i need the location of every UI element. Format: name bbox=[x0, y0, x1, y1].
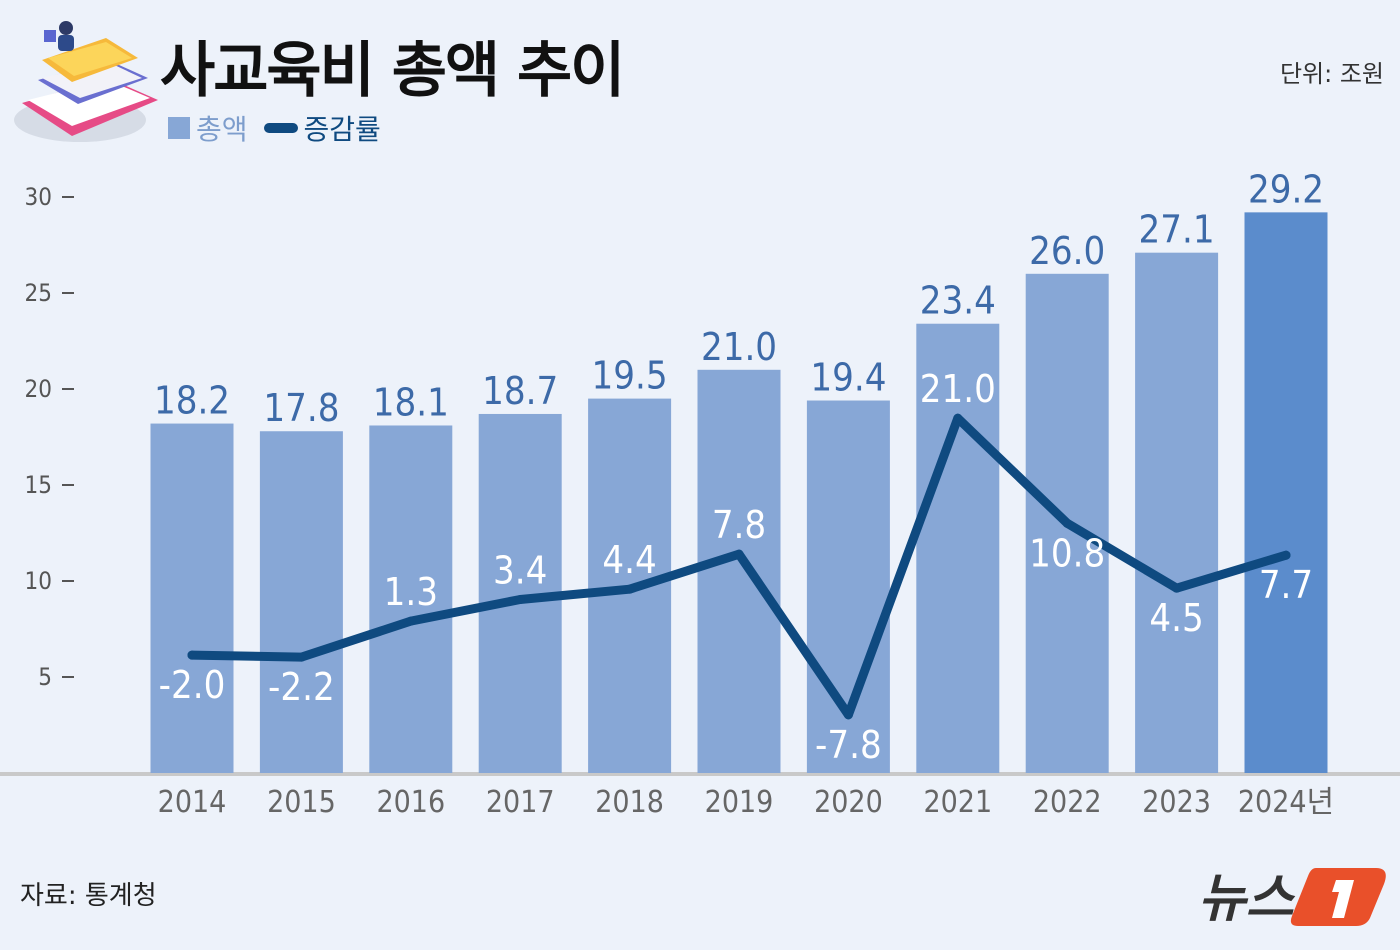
growth-point bbox=[953, 413, 963, 423]
growth-value-label: 4.4 bbox=[602, 538, 656, 582]
bar-value-label: 21.0 bbox=[701, 325, 777, 369]
bar-value-label: 18.1 bbox=[373, 380, 449, 424]
illustration-books bbox=[8, 8, 158, 157]
x-tick-label: 2018 bbox=[595, 785, 664, 820]
growth-point bbox=[1062, 518, 1072, 528]
y-tick-label: 20 bbox=[25, 375, 52, 403]
legend: 총액 증감률 bbox=[168, 108, 381, 148]
y-tick-label: 5 bbox=[38, 663, 52, 691]
x-tick-label: 2017 bbox=[486, 785, 555, 820]
x-tick-label: 2016 bbox=[376, 785, 445, 820]
growth-value-label: -2.2 bbox=[268, 665, 335, 709]
growth-value-label: 21.0 bbox=[920, 367, 996, 411]
bar-value-label: 29.2 bbox=[1248, 167, 1324, 211]
legend-swatch-bar bbox=[168, 117, 190, 139]
bar-value-label: 27.1 bbox=[1139, 208, 1215, 252]
growth-value-label: -2.0 bbox=[159, 663, 226, 707]
growth-value-label: 7.7 bbox=[1259, 563, 1313, 607]
growth-value-label: 10.8 bbox=[1029, 531, 1105, 575]
x-tick-label: 2020 bbox=[814, 785, 883, 820]
bar-value-label: 17.8 bbox=[263, 386, 339, 430]
source-note: 자료: 통계청 bbox=[20, 881, 157, 911]
growth-value-label: 3.4 bbox=[493, 548, 547, 592]
growth-point bbox=[625, 584, 635, 594]
bar-2021 bbox=[916, 323, 1000, 773]
bar-value-label: 18.2 bbox=[154, 379, 230, 423]
growth-value-label: 1.3 bbox=[384, 570, 438, 614]
bar-value-label: 18.7 bbox=[482, 369, 558, 413]
growth-point bbox=[187, 650, 197, 660]
growth-point bbox=[1172, 583, 1182, 593]
growth-point bbox=[296, 652, 306, 662]
growth-point bbox=[406, 616, 416, 626]
x-tick-label: 2019 bbox=[705, 785, 774, 820]
unit-label: 단위: 조원 bbox=[1279, 60, 1384, 88]
y-tick-label: 25 bbox=[25, 279, 52, 307]
bar-2014 bbox=[150, 423, 234, 773]
x-tick-label: 2022 bbox=[1033, 785, 1102, 820]
growth-value-label: 7.8 bbox=[712, 503, 766, 547]
y-tick-label: 30 bbox=[25, 183, 52, 211]
bar-value-label: 26.0 bbox=[1029, 229, 1105, 273]
chart-title: 사교육비 총액 추이 bbox=[160, 36, 625, 106]
y-tick-label: 10 bbox=[25, 567, 52, 595]
bar-2019 bbox=[697, 369, 781, 773]
bar-2023 bbox=[1135, 252, 1219, 773]
bar-2016 bbox=[369, 425, 453, 773]
x-axis-baseline bbox=[0, 772, 1400, 776]
growth-value-label: 4.5 bbox=[1149, 596, 1203, 640]
legend-label-growth: 증감률 bbox=[303, 113, 381, 146]
x-tick-label: 2014 bbox=[158, 785, 227, 820]
bar-2015 bbox=[259, 431, 343, 773]
bar-2024년 bbox=[1244, 212, 1328, 774]
svg-text:뉴스: 뉴스 bbox=[1198, 869, 1296, 929]
legend-label-total: 총액 bbox=[196, 113, 248, 146]
growth-point bbox=[843, 710, 853, 720]
news1-logo: 뉴스 bbox=[1198, 858, 1388, 934]
growth-point bbox=[1281, 550, 1291, 560]
growth-point bbox=[515, 594, 525, 604]
x-tick-label: 2015 bbox=[267, 785, 336, 820]
bar-value-label: 19.4 bbox=[810, 356, 886, 400]
bar-value-label: 23.4 bbox=[920, 279, 996, 323]
x-tick-label: 2024년 bbox=[1238, 785, 1334, 820]
y-tick-label: 15 bbox=[25, 471, 52, 499]
x-tick-label: 2023 bbox=[1142, 785, 1211, 820]
x-tick-label: 2021 bbox=[923, 785, 992, 820]
bar-value-label: 19.5 bbox=[592, 354, 668, 398]
growth-value-label: -7.8 bbox=[815, 723, 882, 767]
growth-point bbox=[734, 549, 744, 559]
legend-swatch-line bbox=[263, 123, 298, 133]
